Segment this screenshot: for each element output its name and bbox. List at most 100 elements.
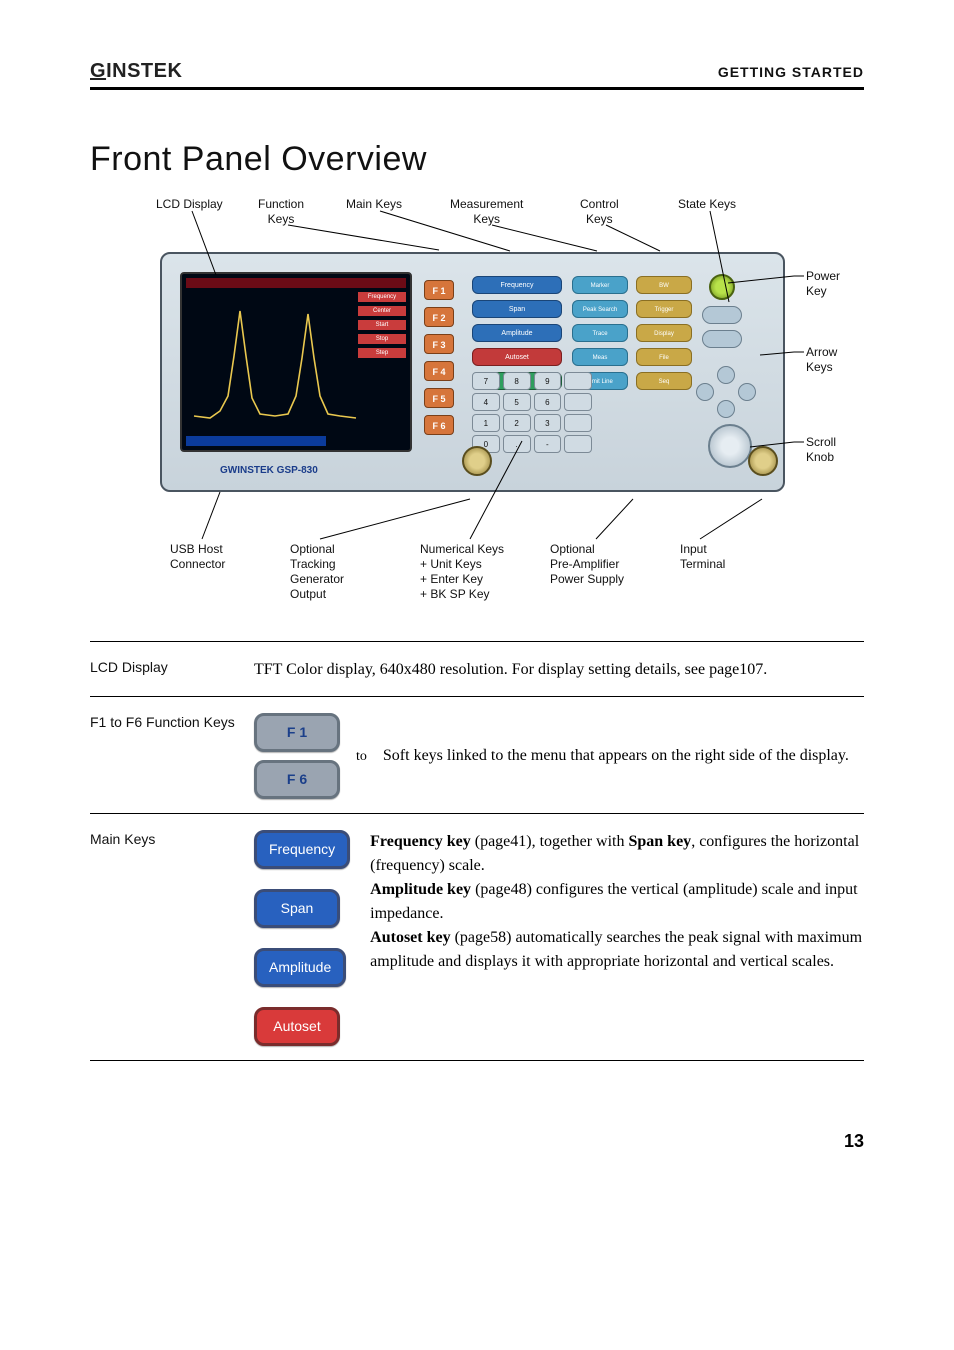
input-port [748, 446, 778, 476]
divider-1 [90, 641, 864, 642]
screen-title-bar [186, 278, 406, 288]
np-5: 5 [503, 393, 531, 411]
screen-side-0: Frequency [358, 292, 406, 302]
brand-logo: GINSTEK [90, 60, 182, 83]
row-mainkeys-label: Main Keys [90, 830, 240, 849]
mainkeys-desc: Frequency key (page41), together with Sp… [370, 830, 864, 1046]
row-mainkeys: Main Keys Frequency Span Amplitude Autos… [90, 824, 864, 1052]
np-7: 7 [472, 372, 500, 390]
fkey-3: F 3 [424, 334, 454, 354]
row-mainkeys-body: Frequency Span Amplitude Autoset Frequen… [254, 830, 864, 1046]
ctrl-0: BW [636, 276, 692, 294]
screen-side-4: Step [358, 348, 406, 358]
fkey-4: F 4 [424, 361, 454, 381]
ctrl-3: File [636, 348, 692, 366]
screen-side-3: Stop [358, 334, 406, 344]
label-ctrl: Control Keys [580, 197, 619, 227]
screen-side-1: Center [358, 306, 406, 316]
keycap-autoset: Autoset [254, 1007, 340, 1046]
keycap-f6: F 6 [254, 760, 340, 799]
keycap-amplitude: Amplitude [254, 948, 346, 987]
fkey-caps: F 1 F 6 [254, 713, 340, 799]
keycap-f1: F 1 [254, 713, 340, 752]
label-main: Main Keys [346, 197, 402, 212]
arrow-down [717, 400, 735, 418]
fkey-2: F 2 [424, 307, 454, 327]
device-numpad: 789 456 123 0.- [472, 372, 592, 453]
device-body: Frequency Center Start Stop Step F 1 F 2… [160, 252, 785, 492]
np-2: 2 [503, 414, 531, 432]
amp-key-b: Amplitude key [370, 881, 471, 898]
label-tg: Optional Tracking Generator Output [290, 542, 344, 602]
label-num: Numerical Keys + Unit Keys + Enter Key +… [420, 542, 504, 602]
device-screen: Frequency Center Start Stop Step [180, 272, 412, 452]
label-scroll: Scroll Knob [806, 435, 864, 465]
auto-key-b: Autoset key [370, 929, 450, 946]
section-label: GETTING STARTED [718, 64, 864, 80]
keycap-frequency: Frequency [254, 830, 350, 869]
ctrl-4: Seq [636, 372, 692, 390]
freq-key-b: Frequency key [370, 833, 471, 850]
np-6: 6 [534, 393, 562, 411]
device-state-2 [702, 330, 742, 348]
brand-g: G [90, 60, 106, 82]
np-dot: . [503, 435, 531, 453]
ctrl-1: Trigger [636, 300, 692, 318]
freq-key-t: (page41), together with [471, 833, 629, 850]
row-lcd-label: LCD Display [90, 658, 240, 677]
arrow-right [738, 383, 756, 401]
page-title: Front Panel Overview [90, 140, 864, 179]
meas-2: Trace [572, 324, 628, 342]
device-amp: Amplitude [472, 324, 562, 342]
device-fkeys: F 1 F 2 F 3 F 4 F 5 F 6 [424, 280, 454, 435]
label-power: Power Key [806, 269, 864, 299]
mainkeys-caps: Frequency Span Amplitude Autoset [254, 830, 350, 1046]
row-fkeys-body: F 1 F 6 to Soft keys linked to the menu … [254, 713, 864, 799]
page-number: 13 [90, 1131, 864, 1152]
meas-3: Meas [572, 348, 628, 366]
device-brand-text: GWINSTEK GSP-830 [220, 465, 318, 476]
np-3: 3 [534, 414, 562, 432]
meas-1: Peak Search [572, 300, 628, 318]
device-ctrl-keys: BW Trigger Display File Seq [636, 276, 692, 390]
brand-rest: INSTEK [106, 60, 182, 82]
np-4: 4 [472, 393, 500, 411]
device-power-btn [709, 274, 735, 300]
keycap-span: Span [254, 889, 340, 928]
device-arrow-set [696, 366, 756, 418]
divider-4 [90, 1060, 864, 1061]
fkey-6: F 6 [424, 415, 454, 435]
row-fkeys: F1 to F6 Function Keys F 1 F 6 to Soft k… [90, 707, 864, 805]
arrow-up [717, 366, 735, 384]
label-usb: USB Host Connector [170, 542, 225, 572]
meas-0: Marker [572, 276, 628, 294]
device-state-1 [702, 306, 742, 324]
device-auto: Autoset [472, 348, 562, 366]
np-u3 [564, 414, 592, 432]
span-key-b: Span key [628, 833, 691, 850]
np-neg: - [534, 435, 562, 453]
label-state: State Keys [678, 197, 736, 212]
screen-graph [190, 296, 360, 426]
screen-side-2: Start [358, 320, 406, 330]
tg-port [462, 446, 492, 476]
label-lcd: LCD Display [156, 197, 223, 212]
label-preamp: Optional Pre-Amplifier Power Supply [550, 542, 624, 587]
screen-softmenu: Frequency Center Start Stop Step [358, 292, 406, 442]
label-meas: Measurement Keys [450, 197, 523, 227]
screen-status-bar [186, 436, 326, 446]
device-freq: Frequency [472, 276, 562, 294]
np-u1 [564, 372, 592, 390]
label-func: Function Keys [258, 197, 304, 227]
np-8: 8 [503, 372, 531, 390]
fkey-5: F 5 [424, 388, 454, 408]
np-1: 1 [472, 414, 500, 432]
label-arrow: Arrow Keys [806, 345, 864, 375]
row-fkeys-label: F1 to F6 Function Keys [90, 713, 240, 732]
label-input: Input Terminal [680, 542, 725, 572]
np-u2 [564, 393, 592, 411]
ctrl-2: Display [636, 324, 692, 342]
device-state-keys [702, 274, 742, 348]
device-knob [708, 424, 752, 468]
device-span: Span [472, 300, 562, 318]
